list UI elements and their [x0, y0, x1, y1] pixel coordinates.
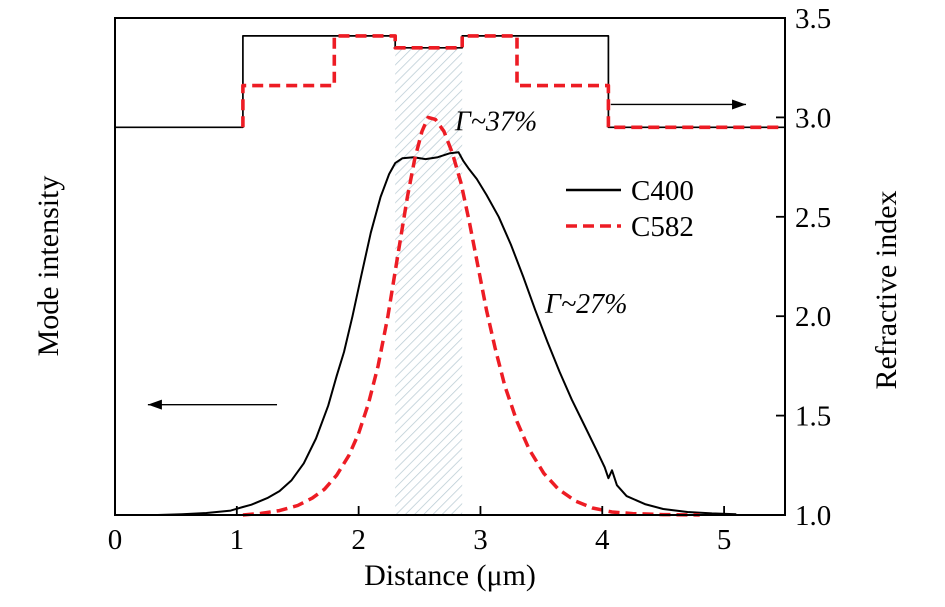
- arrows-layer: [147, 99, 747, 410]
- arrow-head-refractive-index-axis-icon: [732, 99, 747, 110]
- x-tick-label: 0: [108, 524, 123, 556]
- legend-label-c582: C582: [631, 211, 694, 243]
- series-c582-mode-curve: [242, 115, 700, 517]
- arrow-head-mode-intensity-axis-icon: [147, 399, 162, 410]
- x-tick-label: 3: [473, 524, 488, 556]
- series-c400-mode-curve: [157, 151, 737, 516]
- right-y-axis-label: Refractive index: [870, 190, 903, 389]
- y-tick-label-right: 1.0: [795, 500, 831, 532]
- y-tick-label-right: 2.0: [795, 301, 831, 333]
- y-tick-label-right: 1.5: [795, 401, 831, 433]
- legend: C400 C582: [566, 175, 694, 243]
- x-axis-label: Distance (μm): [364, 559, 536, 592]
- x-tick-label: 1: [230, 524, 245, 556]
- x-tick-label: 5: [717, 524, 732, 556]
- ticks-layer: [114, 17, 785, 516]
- annotation-gamma-27: Γ~27%: [544, 289, 627, 320]
- y-tick-label-right: 2.5: [795, 202, 831, 234]
- x-tick-label: 2: [351, 524, 366, 556]
- series-c582-index-curve: [241, 34, 785, 130]
- left-y-axis-label: Mode intensity: [32, 176, 65, 357]
- active-region-layer: [395, 47, 463, 515]
- x-tick-label: 4: [595, 524, 610, 556]
- annotations-layer: Γ~37% Γ~27%: [454, 106, 628, 320]
- legend-label-c400: C400: [631, 175, 694, 207]
- active-region-hatch: [395, 47, 463, 515]
- plot-frame: [114, 17, 786, 516]
- series-layer: [115, 34, 785, 517]
- annotation-gamma-37: Γ~37%: [454, 106, 537, 137]
- y-tick-label-right: 3.5: [795, 3, 831, 35]
- y-tick-label-right: 3.0: [795, 102, 831, 134]
- axes-frame-layer: [114, 17, 786, 516]
- tick-labels-layer: 0 1 2 3 4 5 1.0 1.5 2.0 2.5 3.0 3.5: [108, 3, 832, 556]
